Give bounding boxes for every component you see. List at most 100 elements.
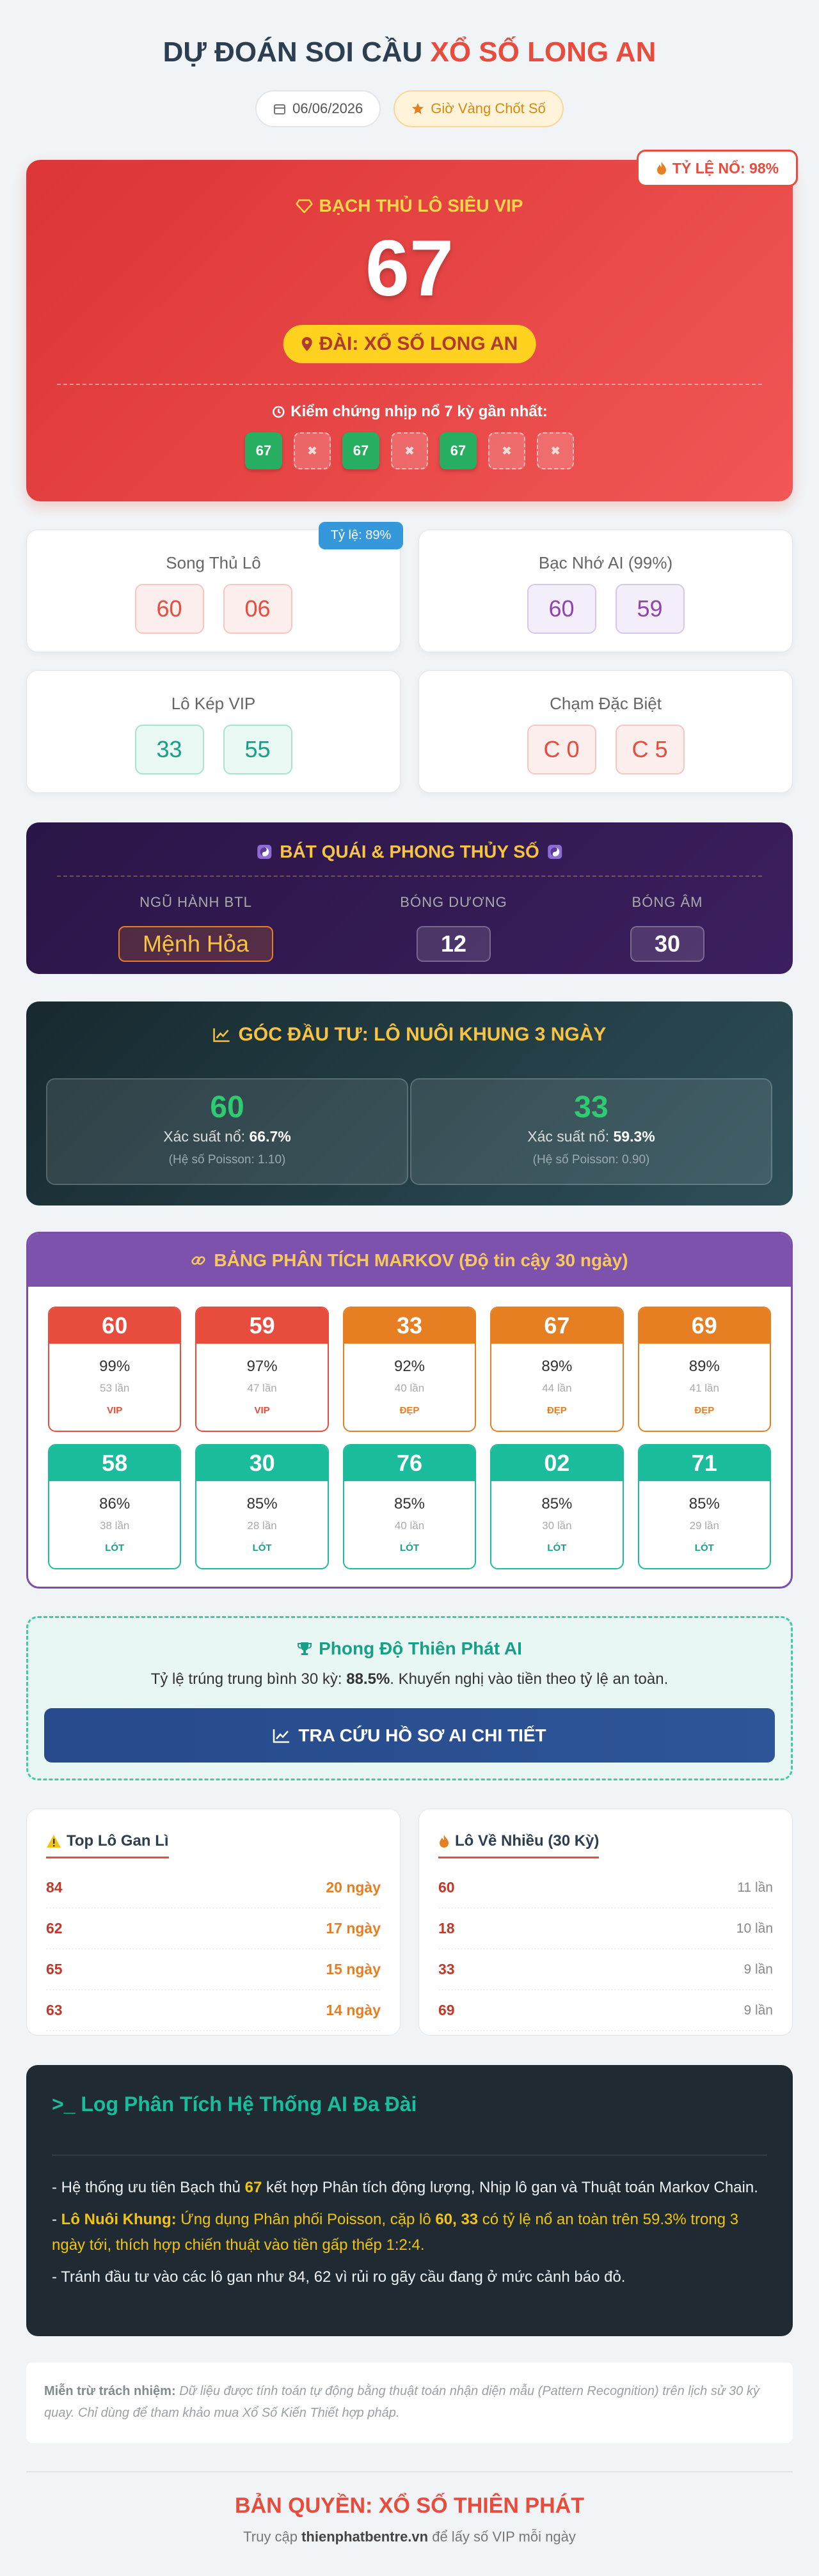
markov-percent: 85% [394,1495,425,1512]
number-box: 55 [223,725,292,774]
diamond-icon [296,199,313,213]
history-label: Kiểm chứng nhịp nổ 7 kỳ gần nhất: [271,403,548,421]
fire-icon [440,1835,449,1848]
history-box: ✖ [488,432,525,469]
card-numbers: 33 55 [134,725,292,774]
card-title: Bạc Nhớ AI (99%) [538,553,673,572]
history-box: 67 [245,432,282,469]
markov-number: 69 [639,1308,770,1344]
fengshui-item: BÓNG DƯƠNG 12 [358,893,550,962]
list-row: 84 20 ngày [46,1867,381,1908]
profile-button[interactable]: TRA CỨU HỒ SƠ AI CHI TIẾT [44,1708,775,1763]
card: Lô Kép VIP 33 55 [26,670,401,793]
hero-label: BẠCH THỦ LÔ SIÊU VIP [296,196,523,216]
card: Tỷ lệ: 89% Song Thủ Lô 60 06 [26,522,403,652]
number-box: 59 [615,584,685,634]
list-row: 18 10 lần [438,1908,773,1949]
investment-number: 33 [574,1090,608,1124]
markov-tile: 76 85% 40 lần LÓT [342,1444,477,1569]
markov-tag: VIP [254,1405,270,1416]
markov-count: 40 lần [394,1520,425,1532]
card-badge: Tỷ lệ: 89% [319,522,403,549]
row-number: 84 [46,1879,63,1896]
log-segment: kết hợp Phân tích động lượng, Nhịp lô ga… [262,2179,758,2196]
markov-percent: 92% [394,1358,425,1375]
log-segment: 67 [244,2179,262,2196]
footer-title: BẢN QUYỀN: XỔ SỐ THIÊN PHÁT [235,2494,584,2518]
yin-yang-icon [547,845,562,859]
investment-item: 33 Xác suất nổ: 59.3% (Hệ số Poisson: 0.90… [410,1078,772,1185]
markov-tile: 69 89% 41 lần ĐẸP [637,1307,771,1432]
number-box: 60 [134,584,204,634]
performance-text: Tỷ lệ trúng trung bình 30 kỳ: 88.5%. Khu… [151,1670,669,1688]
markov-number: 59 [196,1308,328,1344]
markov-tile: 58 86% 38 lần LÓT [48,1444,182,1569]
text: để lấy số VIP mỗi ngày [432,2529,576,2545]
markov-count: 44 lần [542,1382,572,1394]
markov-tag: LÓT [694,1543,714,1553]
prob-value: 66.7% [249,1128,291,1145]
markov-title: BẢNG PHÂN TÍCH MARKOV (Độ tin cậy 30 ngà… [214,1250,628,1270]
link-icon [191,1255,206,1265]
markov-tile: 67 89% 44 lần ĐẸP [490,1307,624,1432]
log-segment: - [52,2211,61,2228]
row-number: 60 [438,1879,455,1896]
prediction-cards: Tỷ lệ: 89% Song Thủ Lô 60 06 Bạc Nhớ AI (… [26,522,793,793]
title-highlight: XỔ SỐ LONG AN [430,36,656,68]
markov-header: BẢNG PHÂN TÍCH MARKOV (Độ tin cậy 30 ngà… [28,1234,791,1287]
fire-icon [656,162,666,175]
list-row: 62 17 ngày [46,1908,381,1949]
poisson: (Hệ số Poisson: 1.10) [168,1153,286,1166]
pin-icon [301,337,312,351]
log-title-text: Log Phân Tích Hệ Thống AI Đa Đài [81,2093,417,2116]
rate-badge: TỶ LỆ NỔ: 98% [637,150,798,187]
card-title: Chạm Đặc Biệt [550,694,662,713]
probability: Xác suất nổ: 59.3% [411,1126,771,1147]
disclaimer: Miễn trừ trách nhiệm: Dữ liệu được tính … [26,2362,793,2443]
prob-value: 59.3% [613,1128,655,1145]
yin-yang-icon [257,845,272,859]
date: 06/06/2026 [292,100,363,116]
markov-percent: 86% [99,1495,131,1512]
probability: Xác suất nổ: 66.7% [47,1126,407,1147]
row-number: 69 [438,2002,455,2018]
markov-number: 71 [639,1445,770,1481]
markov-percent: 97% [246,1358,278,1375]
fengshui-title: BÁT QUÁI & PHONG THỦY SỐ [257,842,562,862]
markov-count: 41 lần [689,1382,719,1394]
disclaimer-text: Dữ liệu được tính toán tự động bằng thuậ… [44,2384,759,2420]
trophy-icon [298,1642,312,1655]
log-prompt: >_ [52,2093,76,2116]
card-numbers: 60 59 [527,584,685,634]
history-box: ✖ [537,432,574,469]
list-title-text: Top Lô Gan Lì [67,1832,169,1850]
list-row: 60 11 lần [438,1867,773,1908]
markov-number: 67 [491,1308,623,1344]
log-segment: - Hệ thống ưu tiên Bạch thủ [52,2179,245,2196]
row-value: 15 ngày [326,1961,381,1977]
performance-title: Phong Độ Thiên Phát AI [297,1638,522,1659]
divider [57,384,762,385]
row-value: 10 lần [736,1920,773,1936]
list-row: 69 9 lần [438,1990,773,2031]
markov-tag: LÓT [399,1543,419,1553]
row-value: 9 lần [743,1961,773,1977]
number-box: 06 [223,584,292,634]
fengshui-value: 12 [416,926,491,962]
log-segment: - Tránh đầu tư vào các lô gan như 84, 62… [52,2268,626,2286]
row-number: 63 [46,2002,63,2018]
card-title: Song Thủ Lô [166,553,261,572]
row-value: 14 ngày [326,2002,381,2018]
markov-count: 28 lần [247,1520,277,1532]
investment-item: 60 Xác suất nổ: 66.7% (Hệ số Poisson: 1.10… [46,1078,408,1185]
markov-tag: ĐẸP [546,1405,567,1416]
list-row: 33 9 lần [438,1949,773,1990]
markov-tile: 02 85% 30 lần LÓT [490,1444,624,1569]
row-number: 62 [46,1920,63,1936]
site: thienphatbentre.vn [301,2529,429,2545]
card-title: Lô Kép VIP [171,694,256,713]
number-box: C 5 [615,725,685,774]
log-panel: >_ Log Phân Tích Hệ Thống AI Đa Đài - Hệ… [26,2065,793,2336]
investment-title: GÓC ĐẦU TƯ: LÔ NUÔI KHUNG 3 NGÀY [213,1024,606,1046]
